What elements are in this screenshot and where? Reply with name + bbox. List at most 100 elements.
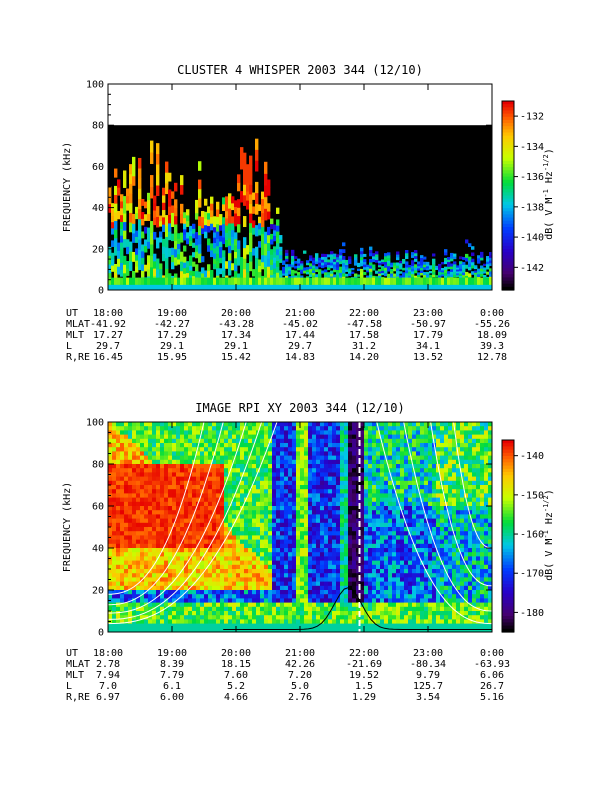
rpi-spectrogram-cell xyxy=(116,590,121,595)
rpi-spectrogram-cell xyxy=(260,447,265,452)
cluster-spectrogram-cell xyxy=(291,272,295,277)
cluster-spectrogram-cell xyxy=(222,263,226,271)
rpi-spectrogram-cell xyxy=(280,443,285,448)
rpi-spectrogram-cell xyxy=(128,590,133,595)
rpi-spectrogram-cell xyxy=(344,493,349,498)
cluster-spectrogram-cell xyxy=(276,254,280,261)
cluster-spectrogram-cell xyxy=(255,257,259,269)
rpi-spectrogram-cell xyxy=(140,606,145,612)
cluster-spectrogram-cell xyxy=(171,219,175,227)
rpi-spectrogram-cell xyxy=(128,623,133,629)
rpi-spectrogram-cell xyxy=(300,506,305,511)
rpi-spectrogram-cell xyxy=(356,455,361,461)
cluster-spectrogram-cell xyxy=(363,264,367,268)
rpi-spectrogram-cell xyxy=(180,598,185,603)
rpi-spectrogram-cell xyxy=(260,552,265,557)
rpi-spectrogram-cell xyxy=(192,451,197,456)
rpi-spectrogram-cell xyxy=(360,615,365,620)
rpi-spectrogram-cell xyxy=(124,518,129,524)
cluster-spectrogram-cell xyxy=(372,258,376,263)
rpi-spectrogram-cell xyxy=(284,438,289,444)
cluster-spectrogram-cell xyxy=(303,267,307,271)
rpi-spectrogram-cell xyxy=(152,543,157,549)
rpi-spectrogram-cell xyxy=(132,531,137,536)
rpi-spectrogram-cell xyxy=(328,602,333,608)
rpi-spectrogram-cell xyxy=(168,543,173,549)
rpi-spectrogram-cell xyxy=(240,514,245,519)
rpi-spectrogram-cell xyxy=(160,501,165,507)
cluster-spectrogram-cell xyxy=(258,228,262,236)
cluster-spectrogram-cell xyxy=(333,261,337,265)
cluster-baseline-band xyxy=(246,284,250,290)
rpi-spectrogram-cell xyxy=(172,447,177,452)
rpi-spectrogram-cell xyxy=(296,518,301,524)
rpi-spectrogram-cell xyxy=(336,539,341,545)
rpi-spectrogram-cell xyxy=(236,552,241,557)
rpi-spectrogram-cell xyxy=(288,585,293,591)
rpi-spectrogram-cell xyxy=(268,476,273,482)
rpi-spectrogram-cell xyxy=(324,451,329,456)
rpi-spectrogram-cell xyxy=(268,447,273,452)
rpi-spectrogram-cell xyxy=(216,627,221,633)
cluster-spectrogram-cell xyxy=(231,196,235,204)
cluster-lowfreq-band xyxy=(321,277,325,290)
rpi-spectrogram-cell xyxy=(172,426,177,431)
cluster-spectrogram-cell xyxy=(486,261,490,265)
cluster-colorbar-cell xyxy=(502,141,514,146)
cluster-spectrogram-cell xyxy=(150,152,154,164)
rpi-spectrogram-cell xyxy=(252,577,257,582)
rpi-spectrogram-cell xyxy=(160,476,165,482)
rpi-spectrogram-cell xyxy=(336,464,341,469)
cluster-spectrogram-cell xyxy=(159,220,163,227)
cluster-spectrogram-cell xyxy=(339,275,343,279)
cluster-spectrogram-cell xyxy=(318,269,322,272)
rpi-spectrogram-cell xyxy=(208,459,213,465)
rpi-spectrogram-cell xyxy=(160,514,165,519)
cluster-spectrogram-cell xyxy=(474,272,478,275)
rpi-spectrogram-cell xyxy=(260,543,265,549)
rpi-spectrogram-cell xyxy=(112,594,117,599)
rpi-spectrogram-cell xyxy=(164,493,169,498)
cluster-spectrogram-cell xyxy=(381,268,385,271)
rpi-spectrogram-cell xyxy=(128,577,133,582)
rpi-spectrogram-cell xyxy=(144,510,149,515)
rpi-spectrogram-cell xyxy=(332,590,337,595)
rpi-spectrogram-cell xyxy=(208,493,213,498)
cluster-baseline-band xyxy=(399,284,403,290)
cluster-spectrogram-cell xyxy=(453,271,457,275)
cluster-spectrogram-cell xyxy=(408,265,412,268)
cluster-lowfreq-band xyxy=(258,277,262,290)
cluster-spectrogram-cell xyxy=(339,252,343,256)
rpi-spectrogram-cell xyxy=(288,531,293,536)
rpi-spectrogram-cell xyxy=(324,581,329,587)
cluster-spectrogram-cell xyxy=(327,267,331,271)
cluster-spectrogram-cell xyxy=(339,254,343,259)
cluster-spectrogram-cell xyxy=(132,166,136,177)
rpi-spectrogram-cell xyxy=(236,426,241,431)
rpi-spectrogram-cell xyxy=(352,493,357,498)
rpi-spectrogram-cell xyxy=(136,590,141,595)
rpi-spectrogram-cell xyxy=(204,564,209,570)
cluster-spectrogram-cell xyxy=(195,238,199,246)
rpi-spectrogram-cell xyxy=(356,443,361,448)
cluster-spectrogram-cell xyxy=(216,267,220,276)
rpi-spectrogram-cell xyxy=(320,577,325,582)
cluster-eph-value: 19:00 xyxy=(157,308,187,319)
rpi-spectrogram-cell xyxy=(308,619,313,624)
rpi-spectrogram-cell xyxy=(184,619,189,624)
rpi-spectrogram-cell xyxy=(172,627,177,633)
rpi-spectrogram-cell xyxy=(336,430,341,435)
rpi-spectrogram-cell xyxy=(328,451,333,456)
rpi-spectrogram-cell xyxy=(132,493,137,498)
rpi-spectrogram-cell xyxy=(312,548,317,553)
rpi-spectrogram-cell xyxy=(356,615,361,620)
cluster-eph-value: -47.58 xyxy=(346,319,382,330)
cluster-spectrogram-cell xyxy=(468,266,472,271)
rpi-spectrogram-cell xyxy=(340,539,345,545)
rpi-spectrogram-cell xyxy=(140,497,145,503)
rpi-spectrogram-cell xyxy=(204,464,209,469)
rpi-spectrogram-cell xyxy=(232,564,237,570)
rpi-spectrogram-cell xyxy=(208,606,213,612)
cluster-baseline-band xyxy=(300,284,304,290)
cluster-spectrogram-cell xyxy=(132,270,136,281)
